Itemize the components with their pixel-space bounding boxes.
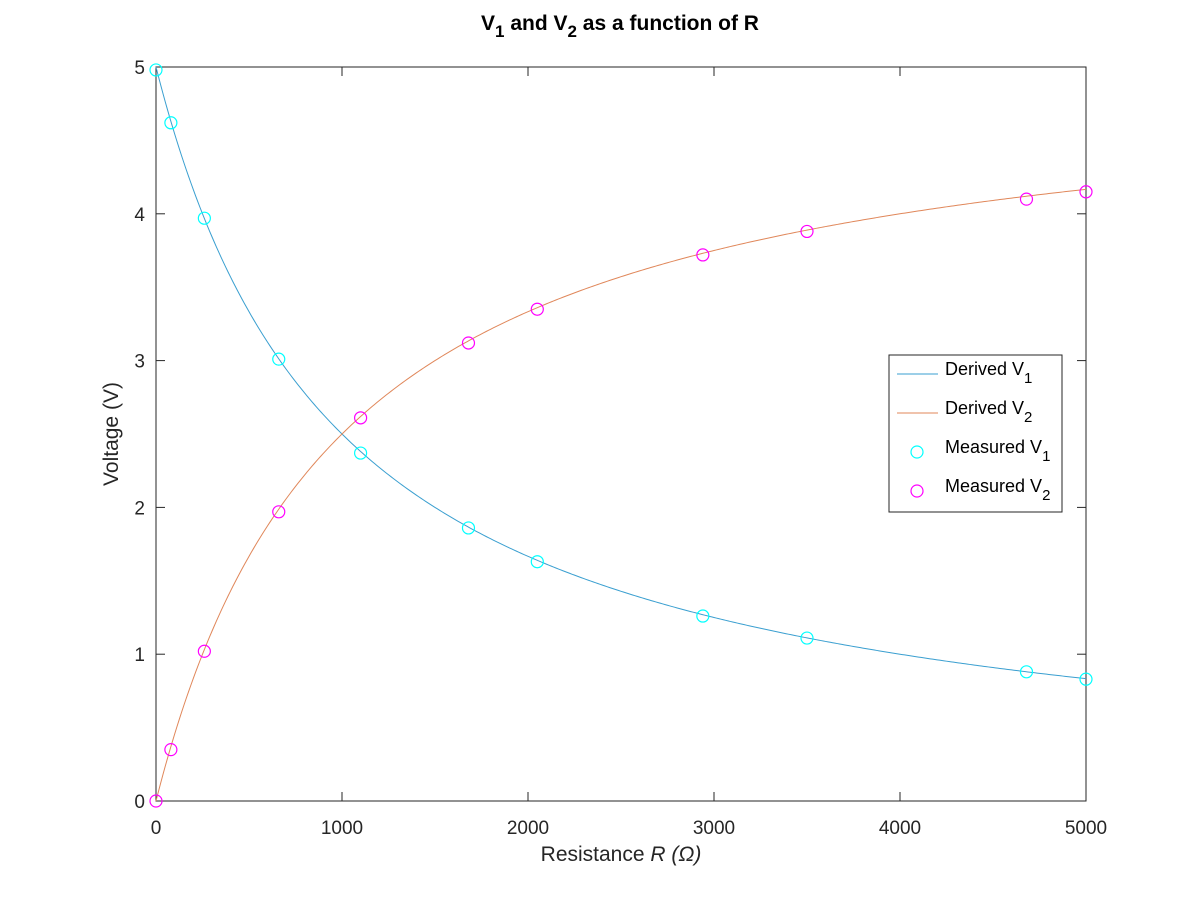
legend-marker-measured_v2: [910, 484, 924, 498]
data-point-measured_v2: [272, 505, 286, 519]
y-tick-label: 4: [134, 205, 145, 226]
title-suffix: as a function of R: [577, 12, 759, 35]
legend-label-derived_v1: Derived V1: [945, 359, 1032, 387]
y-tick-label: 3: [134, 352, 145, 373]
data-point-measured_v2: [696, 248, 710, 262]
legend-label-measured_v1: Measured V1: [945, 437, 1050, 465]
data-point-measured_v2: [164, 743, 178, 757]
x-axis-title: Resistance R (Ω): [541, 843, 702, 866]
title-prefix: V: [481, 12, 495, 35]
x-tick-label: 3000: [693, 818, 735, 839]
axes: 0 1000 2000 3000 4000 5000 0 1 2 3 4 5: [134, 58, 1107, 839]
data-point-measured_v2: [149, 794, 163, 808]
data-point-measured_v2: [1019, 192, 1034, 206]
y-axis-title: Voltage (V): [100, 382, 123, 486]
data-point-measured_v1: [164, 116, 178, 130]
x-axis-title-main: Resistance: [541, 843, 651, 866]
chart-title: V1 and V2 as a function of R: [481, 12, 759, 41]
legend-box: [888, 354, 1063, 513]
data-point-measured_v1: [696, 609, 710, 623]
series-layer: [149, 63, 1093, 808]
x-axis-title-italic: R (Ω): [650, 843, 701, 866]
data-point-measured_v2: [1079, 185, 1093, 199]
series-line-derived_v1: [155, 66, 1087, 680]
legend-marker-measured_v1: [910, 445, 924, 459]
data-point-measured_v1: [530, 555, 544, 569]
x-tick-label: 2000: [507, 818, 549, 839]
data-point-measured_v2: [354, 411, 368, 425]
title-sub1: 1: [495, 22, 504, 41]
data-point-measured_v1: [272, 352, 286, 366]
legend: Derived V1 Derived V2 Measured V1 Measured …: [888, 354, 1063, 513]
y-tick-label: 5: [134, 58, 145, 79]
data-point-measured_v1: [800, 631, 814, 645]
y-tick-label: 2: [134, 498, 145, 519]
title-mid: and V: [504, 12, 567, 35]
legend-label-derived_v2: Derived V2: [945, 398, 1032, 426]
x-tick-label: 4000: [879, 818, 921, 839]
y-tick-label: 1: [134, 645, 145, 666]
y-tick-label: 0: [134, 792, 145, 813]
series-line-derived_v2: [155, 188, 1087, 802]
data-point-measured_v2: [197, 644, 211, 658]
legend-label-measured_v2: Measured V2: [945, 476, 1050, 504]
data-point-measured_v2: [461, 336, 476, 350]
data-point-measured_v1: [149, 63, 163, 77]
data-point-measured_v2: [800, 224, 814, 239]
data-point-measured_v1: [354, 446, 368, 460]
title-sub2: 2: [568, 22, 577, 41]
data-point-measured_v1: [1019, 665, 1034, 679]
x-tick-label: 5000: [1065, 818, 1107, 839]
data-point-measured_v1: [197, 211, 211, 225]
x-tick-label: 0: [151, 818, 162, 839]
data-point-measured_v1: [1079, 672, 1093, 686]
x-tick-label: 1000: [321, 818, 363, 839]
data-point-measured_v1: [461, 521, 476, 535]
data-point-measured_v2: [530, 302, 544, 316]
